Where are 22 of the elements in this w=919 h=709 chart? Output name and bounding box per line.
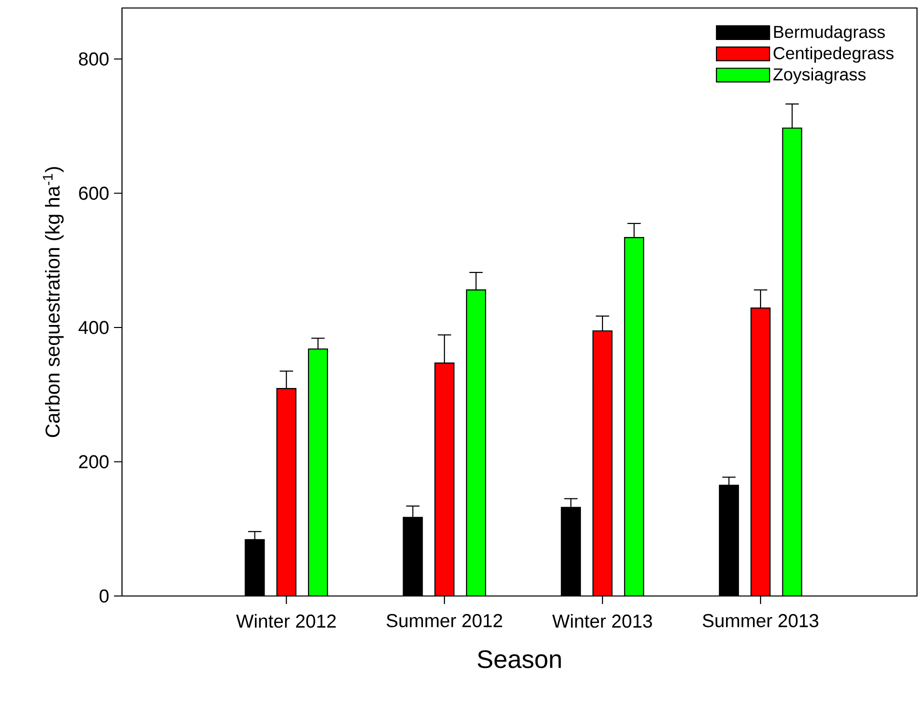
bar	[782, 128, 802, 596]
x-tick-label: Winter 2012	[236, 614, 336, 628]
legend-label: Centipedegrass	[774, 46, 894, 63]
y-tick-label: 200	[79, 455, 109, 468]
bar	[434, 362, 454, 596]
bar	[592, 330, 613, 596]
y-tick-label: 400	[78, 320, 109, 334]
bar	[624, 237, 644, 596]
y-axis-title: Carbon sequestration (kg ha$^{-1}$)	[42, 167, 64, 438]
x-tick-label: Summer 2012	[386, 614, 502, 628]
bar	[308, 348, 328, 596]
y-tick-label: 800	[78, 52, 109, 66]
x-tick-label: Summer 2013	[702, 614, 818, 628]
x-axis-title: Season	[478, 650, 561, 668]
bar	[466, 289, 486, 596]
bar	[276, 388, 296, 596]
legend-label: Zoysiagrass	[773, 68, 866, 84]
legend-label: Bermudagrass	[774, 25, 885, 42]
y-tick-label: 600	[79, 186, 109, 200]
y-tick-label: 0	[100, 589, 109, 603]
x-tick-label: Winter 2013	[552, 614, 652, 628]
bar	[750, 308, 771, 596]
